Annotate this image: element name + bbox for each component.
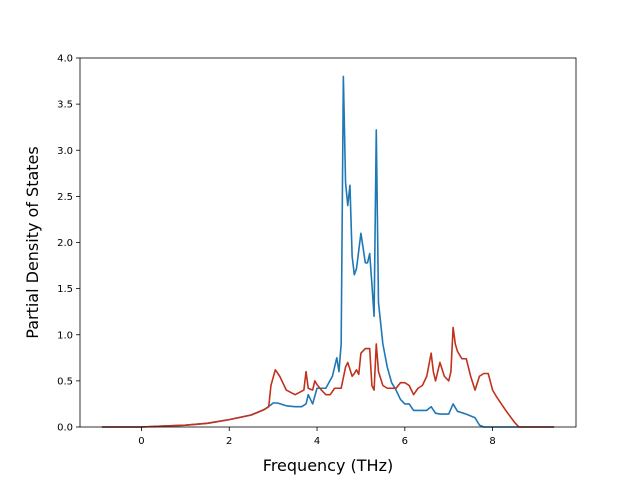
x-tick-label: 6: [402, 436, 408, 447]
y-tick-label: 3.0: [57, 146, 73, 157]
y-tick-label: 3.5: [57, 100, 73, 111]
y-tick-label: 1.5: [57, 284, 73, 295]
series-line-1: [101, 326, 555, 428]
x-tick-label: 4: [314, 436, 320, 447]
y-tick-label: 2.5: [57, 192, 73, 203]
y-tick-label: 2.0: [57, 238, 73, 249]
x-tick-label: 8: [489, 436, 495, 447]
y-axis-label: Partial Density of States: [23, 146, 42, 338]
ticks-layer: 0 2 4 6 8 0.0 0.5 1.0 1.5 2.0 2.5 3.0 3.5 4.0: [57, 54, 496, 448]
y-tick-label: 0.0: [57, 423, 73, 434]
x-tick-label: 2: [226, 436, 232, 447]
y-tick-label: 1.0: [57, 330, 73, 341]
series-layer: [101, 75, 555, 428]
y-tick-label: 0.5: [57, 376, 73, 387]
x-axis-label: Frequency (THz): [263, 456, 393, 475]
y-tick-label: 4.0: [57, 54, 73, 65]
x-tick-label: 0: [138, 436, 144, 447]
series-line-0: [101, 75, 555, 428]
